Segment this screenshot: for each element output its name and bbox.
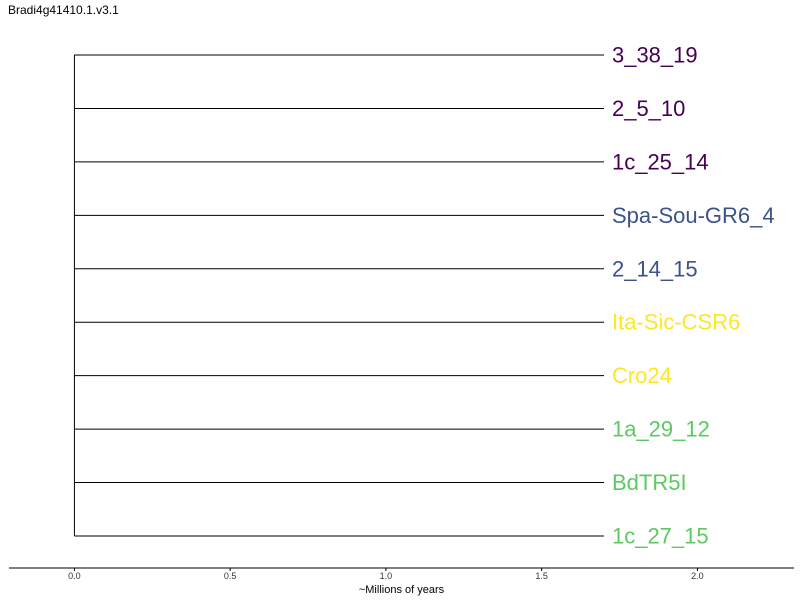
leaf-label-Ita-Sic-CSR6: Ita-Sic-CSR6 — [612, 310, 740, 335]
leaf-label-Cro24: Cro24 — [612, 363, 672, 388]
branches-group — [73, 54, 604, 537]
leaf-label-2_14_15: 2_14_15 — [612, 256, 698, 281]
leaf-label-1c_25_14: 1c_25_14 — [612, 149, 709, 174]
x-axis-title: ~Millions of years — [359, 584, 445, 596]
leaf-label-BdTR5I: BdTR5I — [612, 470, 687, 495]
leaf-labels-group: 3_38_19 2_5_10 1c_25_14 Spa-Sou-GR6_4 2_14_1… — [612, 43, 775, 549]
x-tick-label-2.0: 2.0 — [691, 571, 704, 581]
leaf-label-3_38_19: 3_38_19 — [612, 43, 698, 68]
x-tick-label-1.5: 1.5 — [535, 571, 548, 581]
leaf-label-1c_27_15: 1c_27_15 — [612, 524, 709, 549]
leaf-label-Spa-Sou-GR6_4: Spa-Sou-GR6_4 — [612, 203, 775, 228]
chart-title: Bradi4g41410.1.v3.1 — [8, 3, 119, 17]
x-axis: 0.0 0.5 1.0 1.5 2.0 — [9, 567, 794, 581]
x-tick-label-0.0: 0.0 — [68, 571, 81, 581]
leaf-label-2_5_10: 2_5_10 — [612, 96, 685, 121]
x-tick-label-0.5: 0.5 — [224, 571, 237, 581]
x-tick-label-1.0: 1.0 — [380, 571, 393, 581]
leaf-label-1a_29_12: 1a_29_12 — [612, 417, 710, 442]
